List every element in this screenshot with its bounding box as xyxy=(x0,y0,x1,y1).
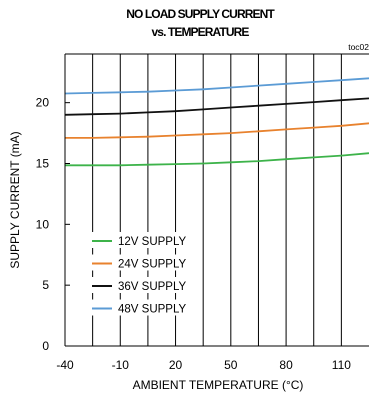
y-tick-labels: 0 5 10 15 20 xyxy=(36,96,50,353)
series-lines xyxy=(64,77,369,167)
series-line-2 xyxy=(65,122,369,139)
legend-label: 48V SUPPLY xyxy=(118,304,187,316)
legend-item-background xyxy=(89,232,193,248)
x-tick-labels: -40 -10 20 50 80 110 xyxy=(56,358,351,372)
y-tick-label: 20 xyxy=(36,96,50,110)
figure-code: toc02 xyxy=(348,42,369,52)
series-line-1 xyxy=(65,152,369,167)
legend-item-background xyxy=(89,277,193,293)
chart-title: NO LOAD SUPPLY CURRENT xyxy=(126,7,275,21)
x-tick-label: 110 xyxy=(332,358,351,372)
series-line-4 xyxy=(64,77,369,95)
legend: 12V SUPPLY 24V SUPPLY 36V SUPPLY 48V SUPPLY xyxy=(89,232,193,316)
x-axis-label: AMBIENT TEMPERATURE (°C) xyxy=(133,378,304,392)
y-tick-label: 15 xyxy=(36,157,50,171)
y-tick-label: 5 xyxy=(42,278,49,292)
legend-label: 12V SUPPLY xyxy=(118,236,187,248)
series-line-3 xyxy=(64,97,369,116)
chart-subtitle: vs. TEMPERATURE xyxy=(152,25,250,39)
x-tick-label: -40 xyxy=(56,358,74,372)
y-tick-label: 10 xyxy=(36,217,50,231)
x-tick-label: -10 xyxy=(112,358,130,372)
y-tick-label: 0 xyxy=(42,339,49,353)
y-axis-label: SUPPLY CURRENT (mA) xyxy=(8,131,22,268)
legend-label: 24V SUPPLY xyxy=(118,259,187,271)
legend-item-background xyxy=(89,254,193,271)
x-tick-label: 20 xyxy=(169,358,183,372)
x-tick-label: 50 xyxy=(224,358,238,372)
legend-label: 36V SUPPLY xyxy=(118,281,187,293)
legend-item-background xyxy=(89,299,193,316)
x-tick-label: 80 xyxy=(279,358,293,372)
